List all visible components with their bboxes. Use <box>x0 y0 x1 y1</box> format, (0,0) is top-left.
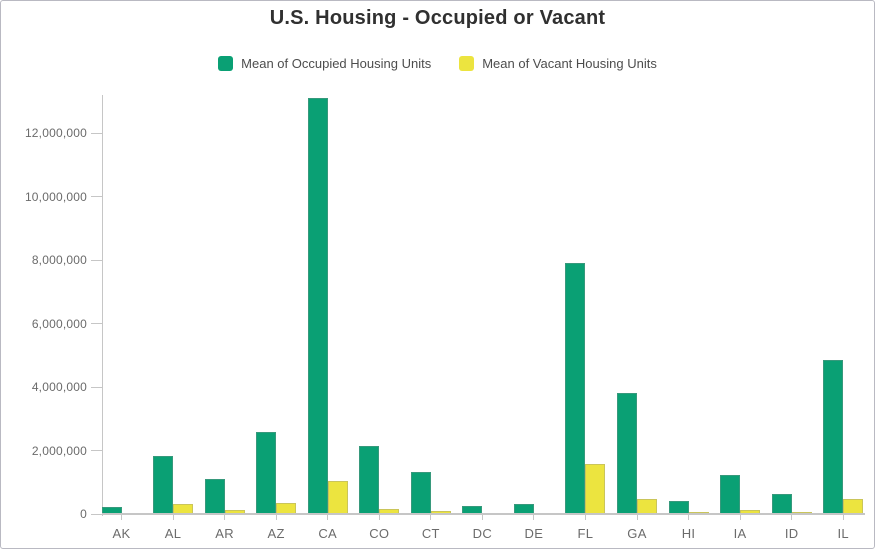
x-axis-tick-mark <box>224 515 226 520</box>
bar-occupied-de <box>513 503 534 514</box>
bar-occupied-id <box>771 494 792 514</box>
y-axis-tick-label: 2,000,000 <box>31 443 87 458</box>
x-axis-tick-mark <box>791 515 793 520</box>
x-axis-tick-mark <box>584 515 586 520</box>
x-axis-category-label: GA <box>627 526 647 541</box>
legend-item-vacant: Mean of Vacant Housing Units <box>459 56 657 71</box>
x-axis-tick-mark <box>636 515 638 520</box>
bar-occupied-ga <box>617 393 637 514</box>
vacant-series-swatch <box>459 56 475 71</box>
x-axis-tick-mark <box>842 515 844 520</box>
bar-vacant-co <box>379 508 400 514</box>
y-axis-line <box>102 95 103 516</box>
bar-occupied-ca <box>307 98 328 514</box>
bar-vacant-al <box>173 503 194 514</box>
x-axis-tick-mark <box>378 515 380 520</box>
bar-occupied-dc <box>462 506 483 514</box>
x-axis-category-label: CO <box>369 526 390 541</box>
bar-occupied-ct <box>410 471 431 514</box>
bar-vacant-ia <box>740 510 761 514</box>
y-axis-tick-mark <box>91 450 102 451</box>
bar-vacant-il <box>843 499 864 514</box>
x-axis-tick-mark <box>688 515 690 520</box>
x-axis-tick-mark <box>275 515 277 520</box>
bar-vacant-az <box>276 503 297 514</box>
x-axis-category-label: DE <box>524 526 544 541</box>
bar-occupied-al <box>153 455 174 514</box>
x-axis-tick-mark <box>481 515 483 520</box>
chart-title: U.S. Housing - Occupied or Vacant <box>269 7 606 29</box>
x-axis-tick-mark <box>739 515 741 520</box>
x-axis-line <box>102 513 865 515</box>
x-axis-category-label: HI <box>681 526 696 541</box>
x-axis-category-label: CT <box>421 526 440 541</box>
y-axis-tick-mark <box>91 196 102 197</box>
x-axis-category-label: FL <box>577 526 594 541</box>
bar-vacant-ca <box>327 481 348 514</box>
y-axis-tick-label: 0 <box>80 507 87 521</box>
bar-occupied-fl <box>565 262 586 514</box>
y-axis-tick-label: 4,000,000 <box>31 380 87 394</box>
bar-vacant-fl <box>585 464 606 514</box>
bar-occupied-il <box>823 360 844 514</box>
y-axis-tick-label: 8,000,000 <box>31 253 87 267</box>
y-axis-tick-mark <box>91 386 102 388</box>
x-axis-category-label: AR <box>215 526 234 541</box>
x-axis-tick-mark <box>533 515 535 520</box>
bar-occupied-ak <box>101 507 122 514</box>
y-axis-tick-mark <box>91 259 102 261</box>
y-axis-tick-mark <box>91 513 102 515</box>
x-axis-tick-mark <box>430 515 432 520</box>
x-axis-category-label: CA <box>318 526 338 541</box>
x-axis-category-label: IA <box>733 526 747 541</box>
bar-occupied-az <box>256 432 277 514</box>
x-axis-category-label: AZ <box>267 526 285 541</box>
legend-label: Mean of Occupied Housing Units <box>241 56 432 71</box>
y-axis-tick-label: 12,000,000 <box>24 126 87 140</box>
legend-label: Mean of Vacant Housing Units <box>482 56 657 71</box>
y-axis-tick-mark <box>91 132 102 134</box>
x-axis-category-label: AL <box>164 526 182 541</box>
y-axis-tick-label: 10,000,000 <box>24 189 87 204</box>
y-axis-tick-label: 6,000,000 <box>31 316 87 331</box>
x-axis-tick-mark <box>172 515 174 520</box>
bar-occupied-hi <box>668 500 689 514</box>
bar-occupied-co <box>359 446 380 514</box>
chart-legend: Mean of Occupied Housing Units Mean of Va… <box>1 56 874 71</box>
bar-occupied-ar <box>204 478 225 514</box>
x-axis-category-label: IL <box>837 526 849 541</box>
y-axis-tick-mark <box>91 323 102 324</box>
x-axis-category-label: ID <box>784 526 799 541</box>
x-axis-category-label: DC <box>472 526 493 541</box>
bar-occupied-ia <box>720 474 741 514</box>
bar-vacant-ga <box>637 499 657 514</box>
occupied-series-swatch <box>218 56 234 71</box>
bar-vacant-ct <box>430 511 451 514</box>
legend-item-occupied: Mean of Occupied Housing Units <box>218 56 431 71</box>
x-axis-category-label: AK <box>112 526 131 541</box>
x-axis-tick-mark <box>327 515 329 520</box>
x-axis-tick-mark <box>121 515 122 520</box>
bar-vacant-ar <box>224 509 245 514</box>
